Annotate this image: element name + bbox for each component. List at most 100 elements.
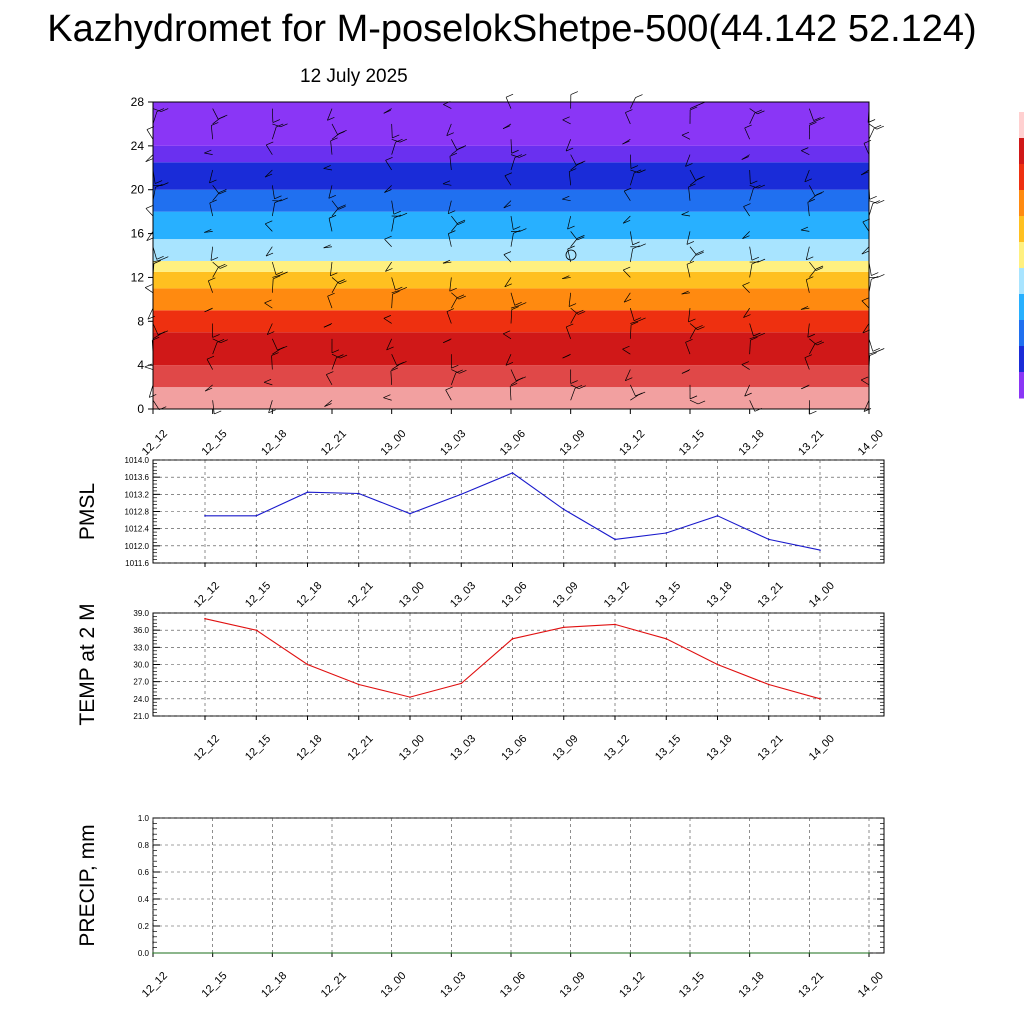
wind-barb-flag: [753, 184, 761, 189]
wind-barb-staff: [749, 169, 751, 184]
temp-panel: 21.0 24.0 27.0 30.0 33.0 36.0 39.0 12_12 12_15 12…: [76, 603, 885, 763]
wind-barb-staff: [809, 108, 814, 121]
wind-barb-flag: [161, 256, 169, 261]
wind-barb-flag: [578, 311, 586, 315]
precip-ylabel: PRECIP, mm: [76, 824, 99, 946]
wind-barb-flag: [267, 331, 275, 335]
wind-barb-flag: [876, 125, 884, 130]
wind-barb-flag: [395, 138, 403, 143]
wind-barb-flag: [622, 140, 630, 145]
wind-barb-flag: [809, 121, 817, 126]
wind-barb-staff: [152, 108, 162, 112]
wind-barb-flag: [147, 315, 156, 320]
wind-barb-staff: [629, 172, 635, 186]
precip-data-point: [808, 952, 811, 954]
wind-barb-flag: [204, 308, 212, 313]
wind-barb-flag: [276, 123, 284, 128]
temp-xtick-label: 13_03: [448, 733, 478, 763]
wind-barb-flag: [161, 182, 169, 186]
precip-frame: [152, 817, 885, 954]
wind-barb-flag: [390, 367, 399, 372]
wind-barb-flag: [328, 194, 336, 199]
wind-barb-flag: [813, 117, 821, 121]
wind-barb-flag: [323, 244, 331, 249]
wind-barb-staff: [204, 231, 213, 233]
wind-barb-flag: [514, 302, 522, 306]
wind-barb-flag: [209, 199, 217, 204]
wind-barb-staff: [271, 202, 276, 217]
wind-barb-flag: [396, 362, 404, 366]
wind-barb-staff: [385, 261, 392, 272]
wind-barb-staff: [451, 139, 458, 150]
wind-barb-flag: [686, 241, 695, 245]
wind-barb-staff: [331, 123, 338, 135]
wind-barb-staff: [741, 364, 750, 370]
temp-xtick-label: 12_15: [243, 733, 273, 763]
wind-barb-staff: [510, 369, 517, 381]
precip-data-point: [510, 952, 512, 954]
wind-barb-staff: [207, 280, 213, 293]
wind-barb-staff: [272, 338, 278, 351]
page-title: Kazhydromet for M-poselokShetpe-500(44.1…: [47, 8, 977, 50]
wind-barb-flag: [874, 124, 882, 129]
wind-barb-flag: [459, 370, 467, 374]
heat-band-10: [153, 162, 869, 190]
wind-barb-staff: [152, 333, 162, 340]
wind-barb-flag: [271, 352, 279, 356]
wind-barb-flag: [385, 157, 393, 161]
heat-band-9: [153, 189, 869, 212]
pmsl-data-point: [562, 508, 565, 511]
precip-data-point: [629, 952, 632, 954]
wind-barb-staff: [749, 340, 751, 355]
heat-xtick-label: 12_21: [319, 428, 349, 458]
wind-barb-flag: [634, 169, 642, 174]
precip-data-point: [748, 952, 751, 954]
wind-barb-flag: [570, 380, 578, 384]
wind-barb-staff: [689, 169, 696, 181]
temp-xtick-label: 13_18: [704, 733, 734, 763]
colorbar-segment: [1019, 320, 1024, 347]
wind-barb-staff: [862, 323, 870, 334]
wind-barb-flag: [218, 263, 226, 268]
wind-barb-flag: [156, 256, 164, 260]
wind-barb-flag: [565, 147, 574, 152]
wind-barb-staff: [688, 186, 691, 201]
temp-ytick-label: 21.0: [133, 712, 149, 721]
wind-barb-flag: [219, 190, 227, 195]
wind-barb-flag: [635, 94, 643, 98]
wind-barb-staff: [805, 246, 810, 260]
wind-barb-flag: [750, 336, 758, 341]
wind-barb-flag: [280, 123, 288, 128]
wind-barb-flag: [519, 154, 527, 158]
wind-barb-flag: [577, 235, 585, 239]
wind-barb-flag: [697, 400, 706, 405]
wind-barb-staff: [805, 279, 810, 293]
wind-barb-flag: [210, 257, 219, 261]
wind-barb-flag: [519, 228, 527, 232]
temp-xtick-label: 13_09: [551, 733, 581, 763]
wind-barb-flag: [219, 189, 227, 193]
wind-barb-staff: [145, 287, 154, 294]
precip-xtick-label: 12_21: [319, 970, 349, 1000]
precip-data-point: [211, 952, 214, 954]
wind-barb-flag: [457, 221, 466, 225]
wind-barb-flag: [630, 321, 639, 326]
temp-ytick-label: 30.0: [133, 661, 149, 670]
wind-barb-flag: [688, 183, 696, 188]
wind-barb-flag: [566, 323, 574, 328]
pmsl-ytick-label: 1014.0: [125, 456, 150, 465]
wind-barb-flag: [562, 195, 570, 200]
pmsl-data-point: [716, 514, 719, 517]
wind-barb-flag: [686, 261, 695, 265]
wind-barb-flag: [504, 172, 513, 177]
wind-barb-staff: [568, 292, 572, 307]
pmsl-data-point: [357, 492, 360, 495]
colorbar-segment: [1019, 190, 1024, 217]
wind-barb-staff: [391, 364, 400, 370]
wind-barb-staff: [503, 254, 512, 263]
colorbar-segment: [1019, 138, 1024, 165]
wind-barb-staff: [622, 348, 631, 355]
pmsl-xtick-label: 13_09: [551, 580, 581, 610]
wind-barb-flag: [816, 341, 825, 346]
wind-barb-flag: [806, 276, 814, 281]
